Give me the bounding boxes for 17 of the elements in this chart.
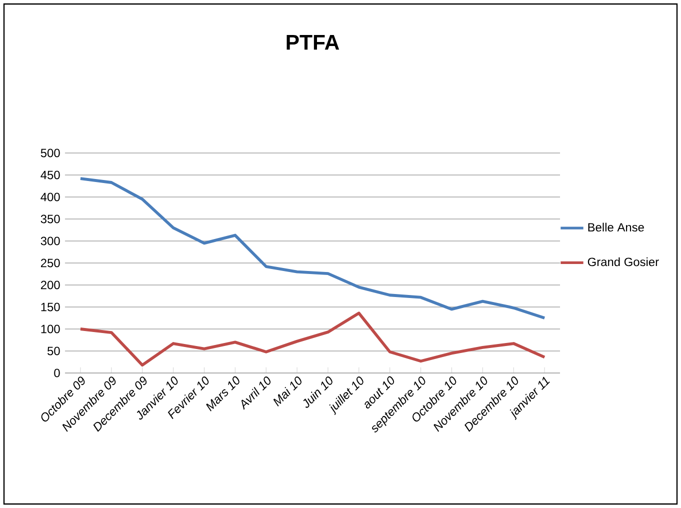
- y-tick-label: 100: [41, 324, 60, 334]
- y-tick-label: 150: [41, 302, 60, 312]
- legend-label: Belle Anse: [588, 222, 644, 232]
- y-tick-label: 250: [40, 258, 60, 268]
- y-tick-label: 450: [40, 170, 60, 180]
- line-series: [79, 177, 546, 320]
- y-tick-label: 500: [40, 148, 60, 158]
- legend-label: Grand Gosier: [588, 257, 659, 266]
- y-tick-label: 300: [40, 236, 60, 246]
- y-tick-label: 50: [47, 346, 60, 356]
- y-tick-label: 0: [54, 368, 60, 378]
- y-tick-label: 400: [40, 192, 60, 202]
- chart-title: PTFA: [286, 35, 340, 50]
- y-tick-label: 200: [40, 280, 60, 290]
- y-tick-label: 350: [40, 214, 60, 224]
- line-series: [79, 312, 546, 367]
- x-tick-label: Mai 10: [273, 376, 302, 406]
